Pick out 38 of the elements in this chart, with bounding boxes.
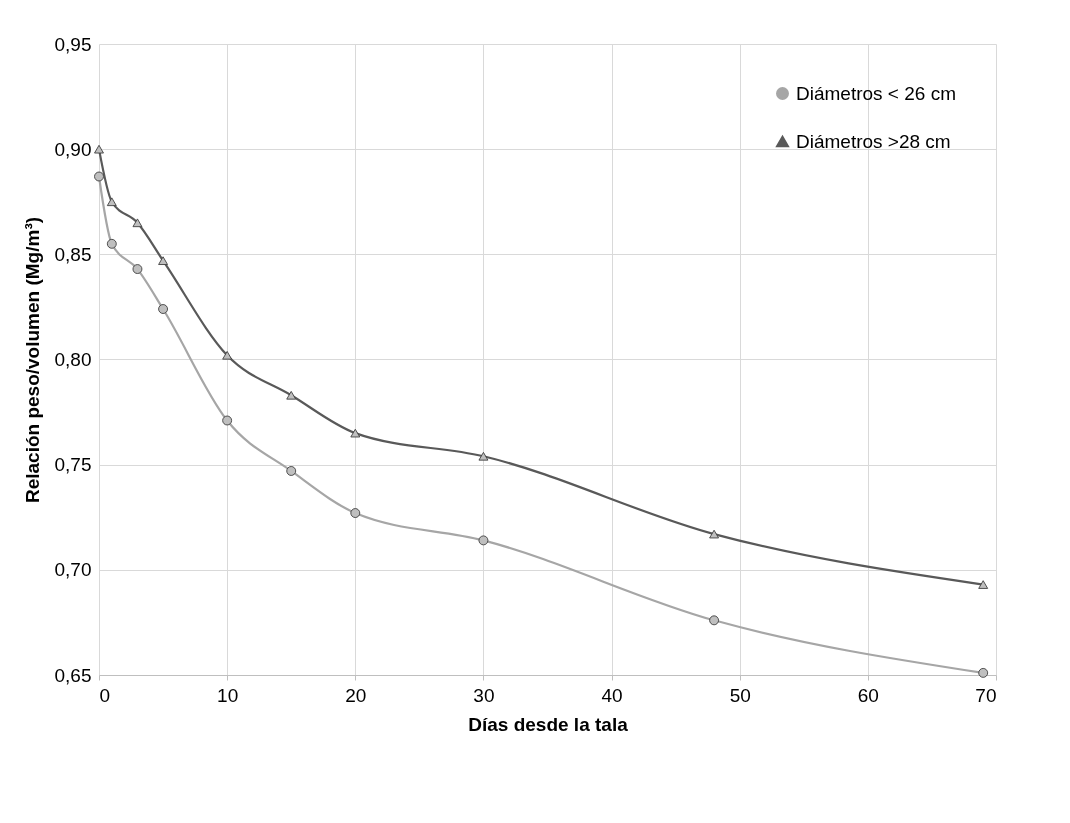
point bbox=[478, 451, 489, 461]
legend-label: Diámetros >28 cm bbox=[796, 130, 951, 152]
x-tick-label: 60 bbox=[857, 684, 879, 706]
x-axis-title: Días desde la tala bbox=[468, 713, 629, 735]
point bbox=[709, 615, 720, 626]
point bbox=[286, 466, 297, 476]
legend-label: Diámetros < 26 cm bbox=[796, 82, 956, 104]
y-axis-title: Relación peso/volumen (Mg/m³) bbox=[21, 216, 43, 504]
x-tick-label: 10 bbox=[217, 684, 239, 706]
point bbox=[106, 197, 117, 207]
x-tick-label: 30 bbox=[473, 684, 495, 706]
point bbox=[978, 580, 989, 589]
point bbox=[350, 428, 361, 438]
y-tick-label: 0,85 bbox=[54, 243, 92, 265]
point bbox=[158, 256, 168, 265]
x-tick-label: 50 bbox=[729, 684, 751, 706]
y-tick-label: 0,90 bbox=[54, 138, 92, 160]
x-tick-label: 20 bbox=[345, 684, 367, 706]
y-tick-label: 0,65 bbox=[54, 664, 92, 686]
point bbox=[106, 238, 117, 249]
y-tick-label: 0,95 bbox=[54, 33, 92, 55]
point bbox=[222, 350, 233, 360]
point bbox=[709, 529, 720, 539]
point bbox=[132, 264, 143, 274]
y-tick-label: 0,80 bbox=[54, 349, 92, 370]
x-tick-label: 40 bbox=[601, 684, 623, 706]
point bbox=[286, 390, 297, 400]
x-tick-label: 0 bbox=[99, 684, 111, 706]
point bbox=[350, 508, 361, 518]
x-tick-label: 70 bbox=[975, 684, 997, 706]
point bbox=[978, 667, 989, 678]
y-tick-label: 0,75 bbox=[54, 454, 92, 476]
y-tick-label: 0,70 bbox=[54, 559, 92, 581]
point bbox=[222, 415, 233, 426]
point bbox=[478, 535, 489, 546]
point bbox=[132, 218, 143, 228]
point bbox=[158, 304, 168, 314]
point bbox=[94, 171, 104, 182]
